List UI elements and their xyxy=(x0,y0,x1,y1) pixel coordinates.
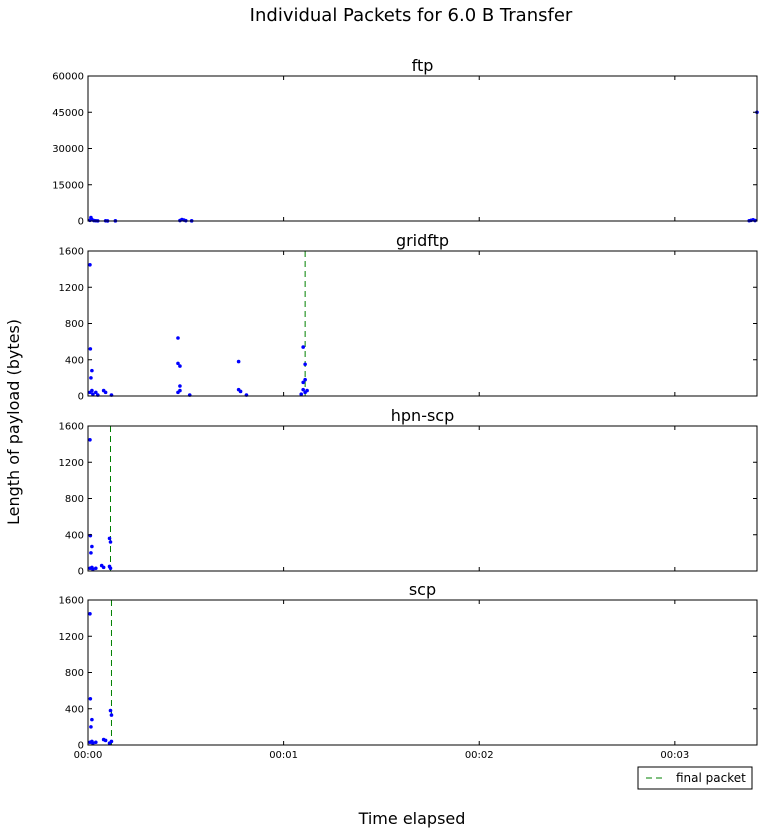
data-point xyxy=(238,389,243,394)
y-tick-label: 0 xyxy=(78,217,84,228)
y-tick-label: 15000 xyxy=(52,180,84,191)
y-tick-label: 800 xyxy=(65,494,84,505)
subplot-gridftp: gridftp 0 400 800 1200 1600 xyxy=(59,231,758,403)
legend-final-packet-label: final packet xyxy=(676,771,746,785)
y-tick-label: 400 xyxy=(65,355,84,366)
data-point xyxy=(90,388,94,393)
axes-frame xyxy=(87,425,758,572)
data-point xyxy=(103,738,108,743)
subplot-scp: scp 0 400 800 1200 1600 00:00 00:01 00:02 00:03 xyxy=(59,580,758,761)
data-point xyxy=(299,392,304,396)
axes-frame xyxy=(87,75,758,222)
y-tick-label: 60000 xyxy=(52,72,84,83)
y-tick-label: 800 xyxy=(65,319,84,330)
data-point xyxy=(88,437,92,442)
y-tick-label: 1600 xyxy=(59,247,84,258)
y-tick-label: 1600 xyxy=(59,596,84,607)
data-point xyxy=(101,565,106,570)
data-point xyxy=(108,566,113,571)
data-point xyxy=(109,713,114,717)
data-point xyxy=(301,380,305,385)
data-point xyxy=(178,364,182,368)
subplot-title: ftp xyxy=(412,56,434,75)
data-point xyxy=(91,741,95,745)
y-tick-label: 0 xyxy=(78,392,84,403)
data-point xyxy=(88,611,92,616)
y-tick-label: 1200 xyxy=(59,632,84,643)
data-point xyxy=(305,388,309,393)
y-tick-label: 1600 xyxy=(59,422,84,433)
data-point xyxy=(108,708,113,713)
data-point xyxy=(301,345,305,349)
data-point xyxy=(88,696,93,701)
y-tick-label: 400 xyxy=(65,530,84,541)
y-axis-label: Length of payload (bytes) xyxy=(4,319,23,525)
data-point xyxy=(94,566,98,571)
data-point xyxy=(108,540,113,544)
data-point xyxy=(94,740,98,745)
data-point xyxy=(91,567,95,571)
legend-box xyxy=(637,766,753,790)
data-point xyxy=(176,336,180,340)
x-tick-label: 00:02 xyxy=(465,750,494,761)
data-point xyxy=(103,390,108,395)
y-tick-label: 400 xyxy=(65,704,84,715)
data-point xyxy=(90,368,94,373)
subplot-ftp: ftp 0 15000 30000 45000 60000 xyxy=(52,56,759,228)
data-point xyxy=(176,361,180,366)
axes-frame xyxy=(87,250,758,397)
data-point xyxy=(178,384,182,388)
data-point xyxy=(178,388,182,393)
x-tick-label: 00:01 xyxy=(269,750,298,761)
figure-title: Individual Packets for 6.0 B Transfer xyxy=(250,5,573,26)
data-point xyxy=(89,725,93,729)
x-tick-label: 00:00 xyxy=(74,750,103,761)
x-tick-label: 00:03 xyxy=(660,750,689,761)
subplot-title: scp xyxy=(409,580,436,599)
subplot-hpn-scp: hpn-scp 0 400 800 1200 1600 xyxy=(59,406,758,578)
x-axis-label: Time elapsed xyxy=(358,809,466,828)
legend: final packet xyxy=(637,766,753,790)
data-point xyxy=(107,536,112,541)
data-point xyxy=(89,551,93,555)
y-tick-label: 1200 xyxy=(59,283,84,294)
y-tick-label: 0 xyxy=(78,567,84,578)
subplot-title: gridftp xyxy=(396,231,449,250)
data-point xyxy=(88,347,93,351)
y-tick-label: 0 xyxy=(78,741,84,752)
data-point xyxy=(89,376,93,380)
data-point xyxy=(90,544,94,549)
axes-frame xyxy=(87,599,758,746)
data-point xyxy=(90,717,94,722)
data-point xyxy=(303,362,307,367)
data-point xyxy=(236,359,241,364)
data-point xyxy=(94,390,98,395)
data-point xyxy=(301,387,305,392)
data-point xyxy=(88,262,92,267)
y-tick-label: 45000 xyxy=(52,108,84,119)
subplot-title: hpn-scp xyxy=(391,406,455,425)
data-point xyxy=(91,392,95,396)
y-tick-label: 800 xyxy=(65,668,84,679)
y-tick-label: 1200 xyxy=(59,458,84,469)
y-tick-label: 30000 xyxy=(52,144,84,155)
data-point xyxy=(107,741,112,745)
data-point xyxy=(303,377,307,382)
